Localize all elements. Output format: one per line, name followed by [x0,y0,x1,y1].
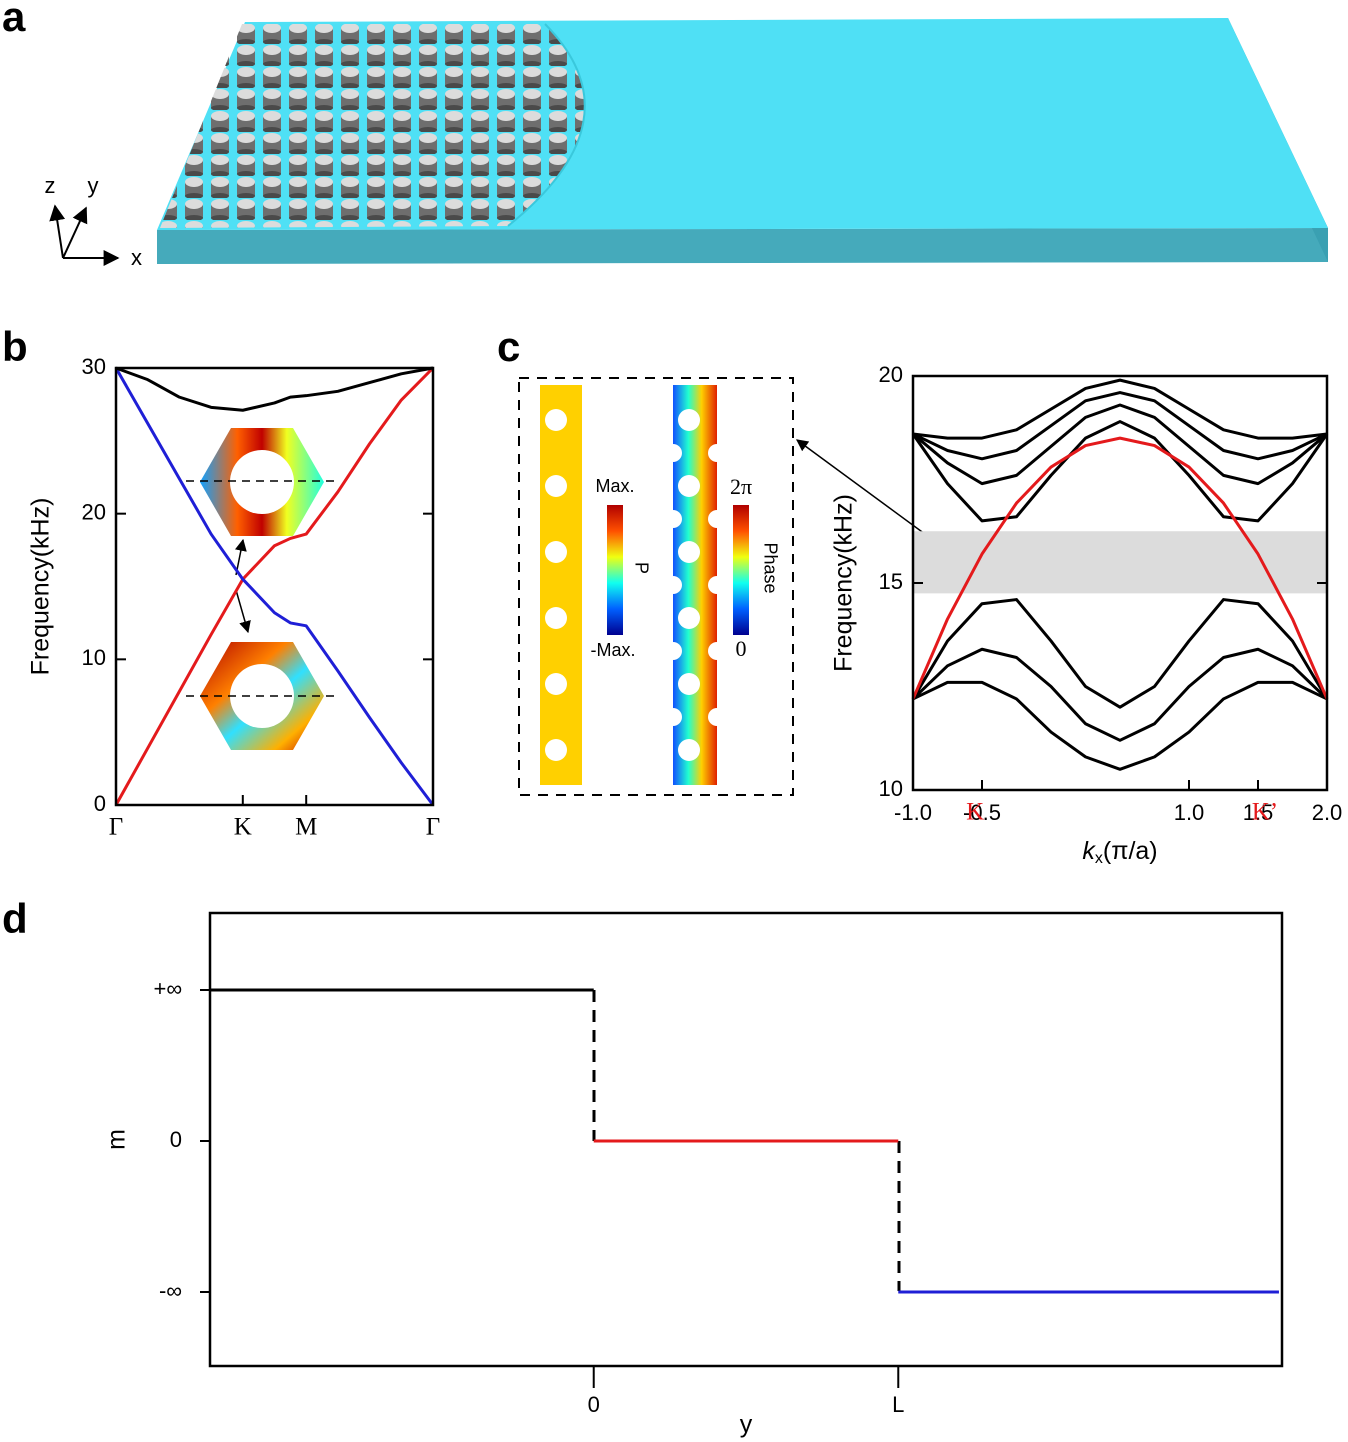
x-axis-label-part: (π/a) [1103,837,1158,865]
y-axis-label: Frequency(kHz) [830,494,858,672]
series-line [911,647,1329,742]
plot-frame [114,366,435,807]
slab-render [157,18,1328,264]
x-tick-label: Γ [426,814,440,841]
annotation: K’ [1252,799,1278,826]
x-axis-label-part: k [1082,837,1096,865]
panel-label: c [497,323,520,370]
series-line [911,436,1329,700]
y-tick-label: 20 [879,362,903,387]
x-tick-label: 1.0 [1174,800,1205,825]
panel-label: a [2,0,26,40]
x-axis-label-part: x [1095,850,1103,867]
y-tick-label: 20 [82,499,106,524]
y-tick-label: 10 [879,776,903,801]
field-inset [186,428,340,750]
axis-label: z [45,173,56,198]
x-tick-label: -1.0 [894,800,932,825]
series-line [912,403,1328,486]
axis-label: x [131,245,142,270]
colorbar-label: Max. [595,476,634,496]
colorbar-label: -Max. [591,640,636,660]
x-tick-label: M [295,814,317,841]
colorbar-label: P [631,562,651,574]
series-line [911,420,1329,523]
x-tick-label: -0.5 [963,800,1001,825]
x-tick-label: Γ [109,814,123,841]
y-tick-label: 0 [94,791,106,816]
x-tick-label: 0 [588,1392,600,1417]
y-tick-label: -∞ [159,1278,182,1303]
series-line [114,367,435,806]
series-line [114,366,435,806]
y-tick-label: 15 [879,569,903,594]
y-axis-label: Frequency(kHz) [27,498,55,676]
series-line [912,680,1328,771]
panel-label: b [2,323,28,370]
axis-triad [49,204,120,266]
y-tick-label: +∞ [153,976,182,1001]
series-line [115,366,434,412]
annotation: K [966,799,984,826]
colorbar-label: 0 [736,636,747,661]
x-axis-label: y [740,1411,753,1439]
x-tick-label: 1.5 [1243,800,1274,825]
colorbar-label: Phase [760,542,780,593]
x-tick-label: 2.0 [1312,800,1343,825]
y-tick-label: 10 [82,645,106,670]
step-connector [592,990,901,1291]
y-tick-label: 30 [82,354,106,379]
band-gap [913,531,1327,594]
axis-label: y [88,173,99,198]
plot-frame [911,374,1329,792]
series-line [912,378,1328,440]
y-tick-label: 0 [170,1127,182,1152]
panel-label: d [2,895,28,942]
colorbar-label: 2π [730,474,752,499]
x-tick-label: K [234,814,252,841]
plot-frame [208,911,1284,1368]
x-tick-label: L [892,1392,904,1417]
x-axis-label: kx(π/a) [1082,837,1157,868]
series-line [912,391,1328,461]
series-line [911,598,1329,709]
y-axis-label: m [103,1129,131,1150]
mode-inset [518,377,979,796]
